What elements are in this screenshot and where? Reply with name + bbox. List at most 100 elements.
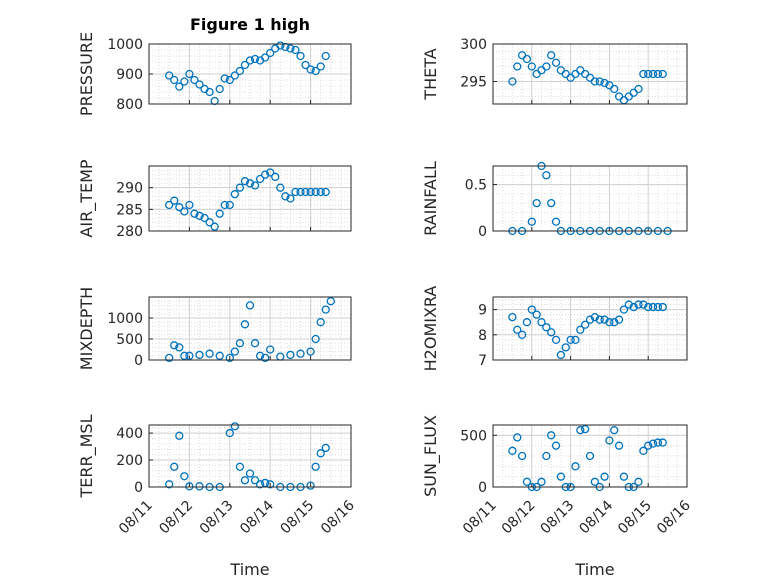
data-point: [537, 318, 546, 327]
y-axis-label: MIXDEPTH: [77, 287, 96, 370]
data-point: [250, 181, 260, 190]
data-point: [235, 462, 245, 471]
x-tick-label: 08/12: [499, 498, 539, 538]
data-point: [517, 330, 527, 339]
data-point: [639, 69, 648, 79]
y-tick-label: 7: [478, 353, 487, 369]
data-point: [260, 170, 270, 179]
data-point: [170, 462, 179, 471]
data-point: [260, 53, 270, 62]
data-point: [532, 198, 541, 208]
data-point: [235, 66, 245, 76]
x-tick-label: 08/16: [654, 497, 694, 537]
data-point: [547, 51, 556, 60]
data-point: [240, 320, 250, 329]
data-point: [276, 41, 285, 50]
data-point: [605, 436, 614, 445]
data-point: [551, 217, 561, 226]
data-point: [639, 300, 648, 309]
data-point: [266, 48, 275, 58]
data-point: [595, 315, 604, 324]
data-point: [513, 62, 522, 71]
y-tick-label: 290: [116, 181, 143, 197]
data-point: [648, 302, 658, 312]
data-point: [551, 335, 561, 344]
data-point: [296, 51, 305, 61]
axes-box: [148, 296, 352, 361]
data-point: [571, 462, 580, 471]
data-point: [595, 77, 604, 86]
data-point: [556, 472, 566, 481]
data-point: [306, 481, 315, 490]
data-point: [175, 82, 184, 91]
data-point: [296, 187, 305, 197]
data-point: [230, 347, 240, 356]
y-axis-label: THETA: [421, 48, 440, 100]
data-point: [266, 480, 275, 489]
data-point: [311, 462, 320, 471]
data-point: [195, 482, 204, 491]
x-tick-label: 08/11: [116, 498, 156, 538]
subplot-2: 295 300 THETA: [421, 37, 688, 105]
data-point: [215, 351, 224, 360]
data-point: [551, 441, 561, 450]
x-tick-label: 08/15: [278, 498, 318, 538]
subplot-3: 280 285 290 AIR_TEMP: [77, 159, 352, 240]
axes-box: [148, 165, 352, 232]
data-point: [648, 439, 658, 448]
data-point: [175, 203, 184, 212]
axes-box: [492, 43, 688, 105]
data-point: [281, 192, 290, 201]
y-tick-label: 500: [460, 428, 487, 444]
data-point: [195, 350, 204, 360]
data-point: [165, 353, 174, 363]
data-point: [321, 51, 330, 61]
data-point: [190, 209, 199, 218]
data-point: [175, 343, 184, 352]
data-point: [614, 441, 624, 450]
y-tick-label: 9: [478, 303, 487, 319]
data-point: [585, 451, 595, 461]
y-axis-label: TERR_MSL: [77, 414, 97, 498]
data-point: [581, 424, 590, 434]
data-point: [547, 198, 556, 208]
x-tick-label: 08/14: [576, 497, 616, 537]
data-point: [200, 213, 209, 223]
data-point: [245, 179, 255, 188]
data-point: [180, 77, 189, 86]
y-tick-label: 280: [116, 224, 143, 240]
y-axis-label: RAINFALL: [421, 161, 440, 236]
data-point: [235, 339, 245, 348]
y-tick-label: 0: [134, 353, 143, 369]
data-point: [590, 77, 599, 86]
data-point: [250, 339, 260, 348]
data-point: [225, 428, 234, 438]
data-point: [547, 431, 556, 440]
x-tick-label: 08/14: [237, 497, 277, 537]
data-point: [634, 300, 643, 309]
y-axis-label: PRESSURE: [77, 32, 96, 116]
y-tick-label: 500: [116, 332, 143, 348]
data-point: [250, 476, 260, 485]
data-point: [306, 65, 315, 74]
data-point: [185, 69, 194, 79]
data-point: [522, 318, 532, 327]
data-point: [629, 302, 638, 312]
data-point: [653, 438, 663, 447]
x-tick-label: 08/16: [318, 497, 358, 537]
data-point: [571, 335, 580, 344]
data-point: [576, 426, 585, 435]
data-point: [271, 172, 280, 181]
data-point: [195, 80, 204, 89]
data-point: [185, 351, 194, 360]
data-point: [175, 431, 184, 440]
subplot-6: 7 8 9 H2OMIXRA: [421, 286, 688, 371]
data-point: [286, 44, 295, 53]
data-point: [316, 187, 325, 197]
data-point: [316, 62, 325, 71]
data-point: [600, 315, 609, 324]
data-point: [614, 315, 624, 324]
data-point: [527, 305, 536, 314]
data-point: [527, 217, 536, 226]
